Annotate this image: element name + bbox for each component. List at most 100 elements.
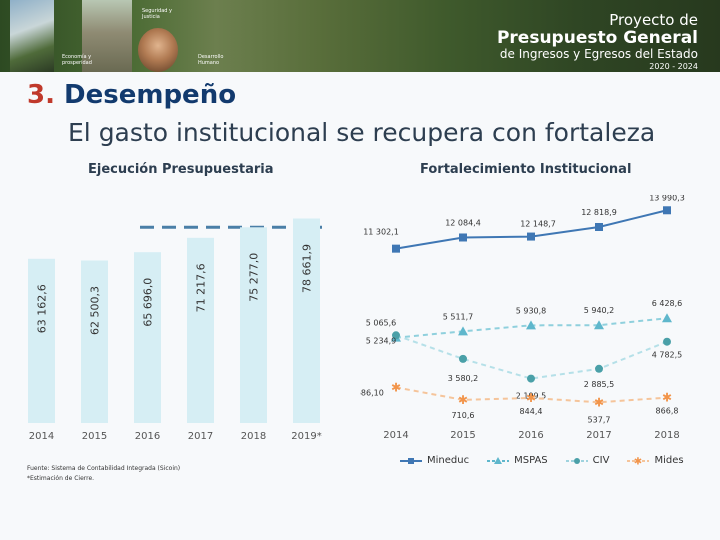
bar-value-2015: 62 500,3	[89, 286, 102, 335]
value-label-MSPAS-2015: 5 511,7	[443, 312, 474, 321]
bar-2017	[187, 237, 214, 423]
legend-label-civ: CIV	[592, 455, 610, 466]
banner-caption-security: Seguridad y Justicia	[142, 8, 172, 20]
legend-swatch-mides: ✱	[627, 457, 650, 465]
line-chart-legend: Mineduc MSPAS CIV ✱ Mides	[400, 455, 684, 466]
bar-value-2016: 65 696,0	[142, 278, 155, 327]
x-tick-2014: 2014	[383, 430, 408, 441]
value-label-CIV-2016: 2 199,5	[516, 392, 547, 401]
line-CIV	[395, 334, 668, 380]
bar-2019*	[293, 218, 320, 423]
marker-CIV-2014	[392, 331, 400, 340]
banner-title-line3: de Ingresos y Egresos del Estado	[499, 47, 698, 61]
legend-item-mides: ✱ Mides	[627, 455, 684, 466]
marker-Mides-2016: ✱	[526, 391, 536, 405]
marker-Mides-2017: ✱	[594, 395, 604, 409]
footnote: Fuente: Sistema de Contabilidad Integrad…	[27, 464, 180, 484]
bar-value-2019*: 78 661,9	[301, 244, 314, 293]
value-label-CIV-2014: 5 234,9	[366, 336, 397, 345]
banner-caption-economy: Economía y prosperidad	[62, 54, 92, 66]
line-Mides	[395, 386, 668, 404]
value-label-CIV-2018: 4 782,5	[652, 351, 683, 360]
bar-2015	[81, 260, 108, 423]
section-title: 3. Desempeño	[27, 80, 236, 110]
value-label-Mides-2018: 866,8	[656, 407, 679, 416]
left-chart-title: Ejecución Presupuestaria	[88, 162, 274, 177]
value-label-Mineduc-2015: 12 084,4	[445, 218, 481, 227]
value-label-MSPAS-2014: 5 065,6	[366, 319, 397, 328]
x-tick-2018: 2018	[654, 430, 679, 441]
value-label-Mineduc-2016: 12 148,7	[520, 220, 556, 229]
bar-2014	[28, 258, 55, 423]
x-tick-2015: 2015	[82, 431, 107, 442]
x-tick-2017: 2017	[188, 431, 213, 442]
child-photo	[138, 28, 178, 72]
value-label-Mides-2017: 537,7	[588, 415, 611, 424]
value-label-Mineduc-2014: 11 302,1	[363, 228, 399, 237]
x-tick-2016: 2016	[518, 430, 543, 441]
marker-MSPAS-2018	[662, 313, 672, 323]
marker-CIV-2016	[527, 374, 535, 383]
right-chart-title: Fortalecimiento Institucional	[420, 162, 632, 177]
marker-Mides-2014: ✱	[391, 380, 401, 394]
banner-caption-development: Desarrollo Humano	[198, 54, 224, 66]
value-label-MSPAS-2018: 6 428,6	[652, 299, 683, 308]
x-tick-2016: 2016	[135, 431, 160, 442]
section-number: 3.	[27, 80, 55, 110]
marker-CIV-2018	[663, 337, 671, 346]
legend-label-mspas: MSPAS	[514, 455, 548, 466]
legend-swatch-mineduc	[400, 457, 422, 464]
marker-Mineduc-2014	[392, 244, 400, 253]
legend-swatch-mspas	[487, 456, 510, 464]
value-label-Mides-2015: 710,6	[452, 411, 475, 420]
road-photo	[10, 0, 54, 72]
marker-Mides-2015: ✱	[458, 393, 468, 407]
value-label-MSPAS-2017: 5 940,2	[584, 306, 615, 315]
marker-CIV-2015	[459, 354, 467, 363]
legend-label-mides: Mides	[654, 455, 684, 466]
bar-value-2018: 75 277,0	[248, 253, 261, 302]
marker-Mineduc-2016	[527, 232, 535, 241]
svg-text:✱: ✱	[634, 457, 642, 465]
x-tick-2017: 2017	[586, 430, 611, 441]
bar-value-2014: 63 162,6	[36, 284, 49, 333]
x-tick-2019*: 2019*	[291, 431, 321, 442]
budget-bar-chart: 63 162,6 2014 62 500,3 2015 65 696,0 2016 71 2…	[28, 218, 322, 442]
x-tick-2015: 2015	[450, 430, 475, 441]
legend-item-mspas: MSPAS	[487, 455, 548, 466]
institutional-line-chart: 11 302,1 12 084,4 12 148,7 12 818,9 13 990,3…	[360, 195, 685, 441]
banner-title-line4: 2020 - 2024	[649, 62, 698, 71]
value-label-MSPAS-2016: 5 930,8	[516, 306, 547, 315]
value-label-Mides-2016: 844,4	[520, 407, 543, 416]
value-label-CIV-2015: 3 580,2	[448, 374, 479, 383]
header-banner: Seguridad y Justicia Economía y prosperi…	[0, 0, 720, 72]
bar-2016	[134, 252, 161, 423]
marker-MSPAS-2016	[526, 320, 536, 330]
legend-item-mineduc: Mineduc	[400, 455, 469, 466]
footnote-estimate: *Estimación de Cierre.	[27, 475, 95, 482]
line-Mineduc	[395, 209, 668, 250]
marker-MSPAS-2015	[458, 326, 468, 336]
banner-title-line1: Proyecto de	[609, 11, 698, 29]
page-subtitle: El gasto institucional se recupera con f…	[68, 118, 656, 147]
marker-Mineduc-2017	[595, 222, 603, 231]
marker-CIV-2017	[595, 364, 603, 373]
marker-Mides-2018: ✱	[662, 391, 672, 405]
value-label-Mides-2014: 1 586,10	[360, 388, 384, 397]
value-label-Mineduc-2017: 12 818,9	[581, 208, 617, 217]
banner-title-line2: Presupuesto General	[496, 28, 698, 48]
marker-Mineduc-2015	[459, 233, 467, 242]
legend-item-civ: CIV	[565, 455, 610, 466]
x-tick-2014: 2014	[29, 431, 54, 442]
marker-MSPAS-2017	[594, 320, 604, 330]
bar-2018	[240, 227, 267, 423]
value-label-CIV-2017: 2 885,5	[584, 380, 615, 389]
legend-swatch-civ	[565, 457, 588, 464]
legend-label-mineduc: Mineduc	[427, 455, 470, 466]
footnote-source: Fuente: Sistema de Contabilidad Integrad…	[27, 465, 181, 472]
value-label-Mineduc-2018: 13 990,3	[649, 195, 685, 202]
marker-Mineduc-2018	[663, 206, 671, 215]
x-tick-2018: 2018	[241, 431, 266, 442]
section-name: Desempeño	[64, 80, 237, 110]
bar-value-2017: 71 217,6	[195, 263, 208, 312]
